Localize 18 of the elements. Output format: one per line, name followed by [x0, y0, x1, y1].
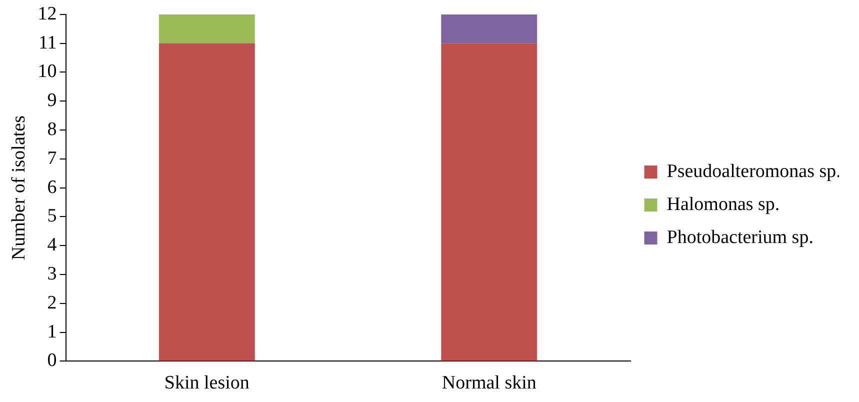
y-tick-label: 4: [47, 234, 58, 256]
y-tick-label: 8: [47, 118, 57, 140]
y-tick-label: 0: [47, 350, 57, 372]
y-tick-label: 7: [47, 148, 57, 169]
y-tick-label: 10: [38, 61, 57, 82]
y-tick-label: 9: [47, 90, 57, 112]
y-tick-label: 3: [47, 263, 57, 284]
y-tick-label: 11: [38, 32, 57, 54]
y-tick-label: 1: [47, 321, 57, 342]
y-tick-label: 12: [38, 3, 57, 24]
x-tick-label: Skin lesion: [164, 372, 250, 394]
y-tick-label: 5: [47, 206, 57, 227]
x-tick-label: Normal skin: [442, 372, 537, 394]
y-tick-label: 2: [47, 292, 57, 314]
y-tick-label: 6: [47, 176, 57, 198]
y-axis-title: Number of isolates: [8, 116, 30, 260]
legend-label: Halomonas sp.: [666, 194, 780, 215]
legend-label: Photobacterium sp.: [666, 226, 814, 248]
